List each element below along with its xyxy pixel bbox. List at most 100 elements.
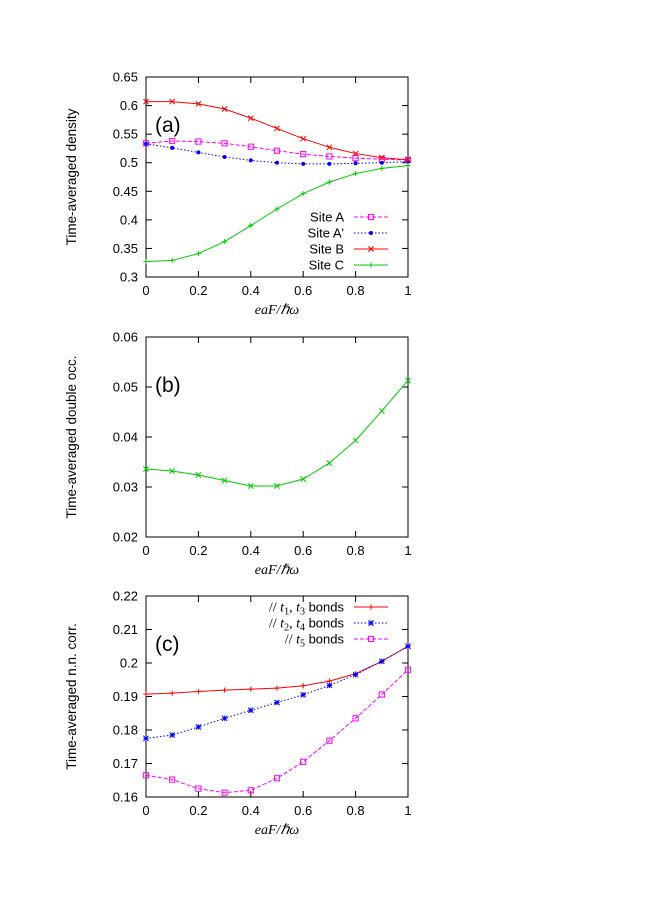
data-point [405,162,411,169]
y-tick-label: 0.05 [113,380,138,395]
series-2 [143,643,411,742]
x-tick-label: 0.8 [347,543,365,558]
data-point [300,476,307,482]
y-tick-label: 0.65 [113,70,138,85]
data-point [169,137,176,145]
series-3 [143,98,411,163]
data-point [273,775,281,782]
legend-label: Site B [309,242,344,257]
data-point [378,154,385,161]
legend-entry: // t2, t4 bonds [269,616,388,634]
data-point [274,483,280,489]
series-1 [142,137,412,163]
legend-entry: Site A' [308,226,388,241]
legend-entry: // t5 bonds [285,632,388,650]
series-1 [143,377,411,489]
x-tick-label: 1 [404,543,411,558]
data-point [353,170,359,177]
data-point [169,98,176,105]
panel-2: 0 0.2 0.4 0.6 0.8 1 0.02 0.03 0.04 0.05 0.06 Time-a… [64,330,412,579]
data-point [352,715,359,722]
legend-label: Site A [310,210,344,225]
plot-frame [145,76,409,278]
panel-1: 0 0.2 0.4 0.6 0.8 1 0.3 0.35 0.4 0.45 0.5 0.55 0.6 0.… [64,70,412,319]
series-4 [143,162,411,265]
panel-label: (a) [155,114,181,137]
data-point [143,691,149,697]
data-point [195,100,202,107]
data-point [195,138,202,145]
data-point [221,789,228,796]
data-point [247,115,254,122]
data-point [222,238,228,245]
data-point [248,222,254,229]
series-line [145,380,409,487]
legend-marker [367,635,375,643]
data-point [143,258,149,265]
series-3 [142,666,412,796]
data-point [195,785,202,792]
data-point [327,161,332,166]
x-tick-label: 1 [404,803,411,818]
y-axis-label: Time-averaged double occ. [64,355,79,518]
x-axis-label: eaF/ℏω [255,563,300,578]
data-point [274,699,280,706]
x-tick-label: 0.8 [347,283,365,298]
y-axis-label: Time-averaged n.n. corr. [64,623,79,770]
y-tick-label: 0.02 [113,530,138,545]
y-tick-label: 0.55 [113,127,138,142]
legend-entry: // t1, t3 bonds [269,600,388,618]
data-point [275,160,279,165]
data-point [352,437,359,444]
series-line [145,669,409,794]
data-point [378,658,385,665]
x-tick-label: 0 [142,543,149,558]
data-point [326,179,332,185]
x-tick-label: 0.4 [242,283,260,298]
data-point [248,158,253,163]
data-point [221,106,228,112]
x-axis-label: eaF/ℏω [255,303,300,318]
data-point [300,151,307,158]
y-tick-label: 0.03 [113,480,138,495]
legend-label: Site C [309,258,344,273]
y-tick-label: 0.06 [113,330,138,345]
data-point [273,147,281,154]
data-point [378,691,385,698]
y-tick-label: 0.6 [120,98,138,113]
legend-marker [368,246,374,252]
y-tick-label: 0.21 [113,622,138,637]
legend-marker [368,262,374,268]
series-line [145,140,409,161]
legend-marker [368,620,374,626]
data-point [196,150,201,155]
data-point [221,715,228,722]
x-tick-label: 0.6 [294,803,312,818]
data-point [169,468,176,474]
data-point [170,145,175,150]
data-point [247,483,254,489]
data-point [169,732,176,738]
data-point [195,472,202,478]
data-point [143,98,149,105]
y-tick-label: 0.17 [113,756,138,771]
data-point [405,156,411,163]
data-point [404,666,412,673]
x-tick-label: 0 [142,803,149,818]
x-tick-label: 0.2 [189,803,207,818]
legend-marker [367,213,375,221]
y-tick-label: 0.16 [113,790,138,805]
data-point [274,206,280,212]
plot-frame [145,336,409,538]
data-point [247,707,254,714]
data-point [300,683,306,689]
data-point [222,155,227,159]
series-2 [144,141,410,166]
data-point [353,161,358,166]
data-point [169,690,175,696]
x-tick-label: 1 [404,283,411,298]
y-tick-label: 0.2 [120,656,138,671]
data-point [274,685,280,691]
data-point [379,165,385,172]
